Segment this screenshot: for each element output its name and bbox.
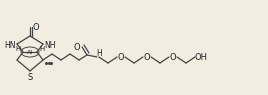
Text: O: O [74, 44, 80, 53]
Text: O: O [33, 23, 39, 32]
Text: Al: Al [27, 49, 33, 55]
Text: HN: HN [4, 40, 16, 49]
Text: O: O [118, 53, 124, 61]
Text: H: H [39, 46, 45, 52]
Text: O: O [144, 53, 150, 61]
Text: H: H [96, 49, 102, 57]
Text: OH: OH [195, 53, 207, 63]
Text: NH: NH [44, 40, 56, 49]
Text: S: S [27, 72, 33, 82]
Text: H: H [15, 46, 21, 52]
Text: O: O [170, 53, 176, 61]
